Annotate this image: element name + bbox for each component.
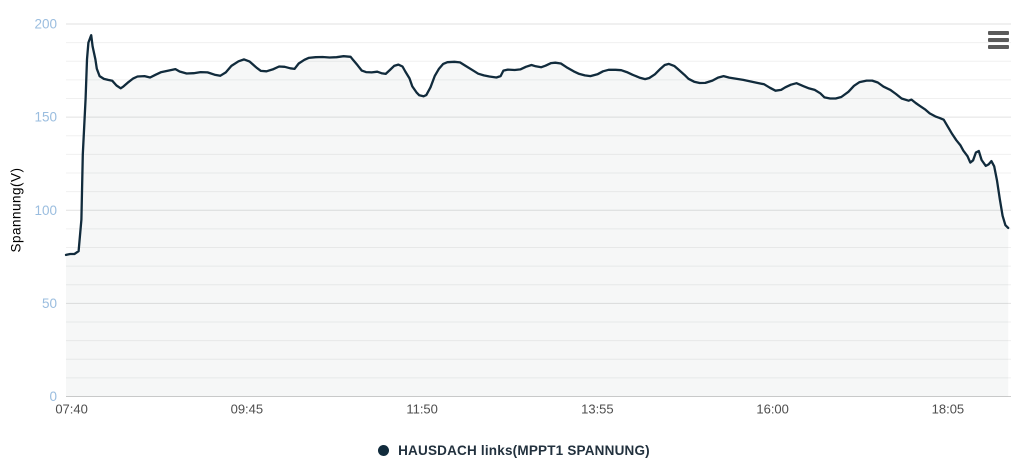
x-tick-label: 09:45 bbox=[231, 402, 264, 417]
x-tick-label: 13:55 bbox=[581, 402, 614, 417]
legend-item[interactable]: HAUSDACH links(MPPT1 SPANNUNG) bbox=[0, 443, 1028, 458]
menu-bar bbox=[988, 45, 1009, 49]
menu-bar bbox=[988, 38, 1009, 42]
y-tick-label: 0 bbox=[49, 389, 57, 404]
menu-bar bbox=[988, 31, 1009, 35]
y-axis-title: Spannung(V) bbox=[8, 167, 24, 253]
y-tick-label: 150 bbox=[34, 110, 57, 125]
y-tick-label: 100 bbox=[34, 203, 57, 218]
legend-label: HAUSDACH links(MPPT1 SPANNUNG) bbox=[398, 443, 650, 458]
x-tick-label: 07:40 bbox=[55, 402, 88, 417]
series-marker-icon bbox=[378, 445, 390, 456]
series-area bbox=[66, 35, 1009, 397]
y-tick-label: 200 bbox=[34, 17, 57, 32]
x-tick-label: 18:05 bbox=[932, 402, 965, 417]
series-line bbox=[64, 34, 1010, 257]
x-tick-label: 11:50 bbox=[406, 402, 438, 417]
hamburger-menu-icon[interactable] bbox=[988, 31, 1009, 49]
x-tick-label: 16:00 bbox=[756, 402, 789, 417]
y-tick-label: 50 bbox=[42, 296, 57, 311]
